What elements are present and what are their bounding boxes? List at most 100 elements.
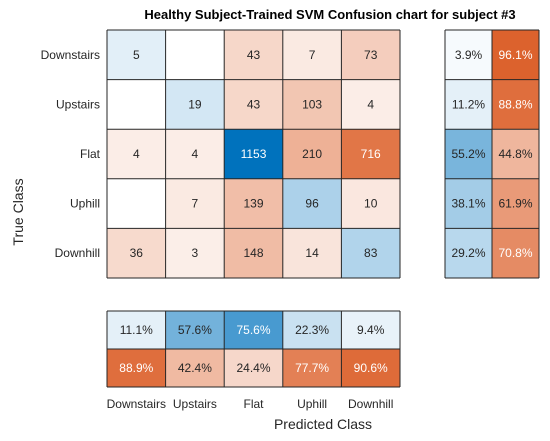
matrix-cell-value: 103 xyxy=(302,97,322,111)
matrix-cell xyxy=(282,79,342,130)
row-label: Downhill xyxy=(55,246,100,260)
row-summary-cell xyxy=(492,129,539,179)
matrix-cell-value: 3 xyxy=(192,246,199,260)
matrix-cell-value: 14 xyxy=(305,246,319,260)
column-summary-cell xyxy=(224,349,283,387)
matrix-cell xyxy=(341,178,400,229)
matrix-cell-value: 73 xyxy=(364,48,378,62)
row-label: Uphill xyxy=(70,197,100,211)
column-summary-value: 42.4% xyxy=(178,361,212,375)
row-summary-cell xyxy=(445,30,492,80)
x-axis-label: Predicted Class xyxy=(274,416,372,432)
matrix-cell-value: 43 xyxy=(247,97,261,111)
row-summary-cell xyxy=(445,129,492,179)
matrix-cell xyxy=(107,228,166,278)
matrix-cell xyxy=(165,228,225,278)
row-label: Upstairs xyxy=(56,97,100,111)
column-summary-cell xyxy=(341,349,400,387)
row-label: Flat xyxy=(80,147,101,161)
column-label: Upstairs xyxy=(173,397,217,411)
matrix-cell-value: 148 xyxy=(243,246,263,260)
matrix-cell xyxy=(341,30,400,80)
row-summary-value: 11.2% xyxy=(452,97,485,111)
row-summary-cell xyxy=(492,30,539,80)
row-summary-value: 38.1% xyxy=(451,197,485,211)
matrix-cell-value: 36 xyxy=(130,246,144,260)
column-summary: 11.1% 57.6% 75.6% 22.3% 9.4% 88.9% 42.4% 24.4% 7… xyxy=(106,310,401,388)
matrix-cell-value: 4 xyxy=(192,147,199,161)
matrix-cell-value: 7 xyxy=(192,197,199,211)
true-class-labels: Downstairs Upstairs Flat Uphill Downhill xyxy=(41,48,101,260)
matrix-cell xyxy=(282,129,342,179)
matrix-cell xyxy=(224,129,283,179)
matrix-cell xyxy=(224,30,283,80)
column-summary-cell xyxy=(341,311,400,349)
row-summary-cell xyxy=(492,178,539,229)
row-summary-value: 88.8% xyxy=(498,97,532,111)
matrix-cell-value: 43 xyxy=(247,48,261,62)
matrix-cell-value: 4 xyxy=(367,97,374,111)
matrix-cell-value: 210 xyxy=(302,147,322,161)
row-summary-cell xyxy=(492,228,539,278)
row-summary-value: 96.1% xyxy=(498,48,532,62)
row-summary-cell xyxy=(492,79,539,130)
column-label: Flat xyxy=(243,397,264,411)
row-summary-cell xyxy=(445,178,492,229)
row-summary-value: 29.2% xyxy=(451,246,485,260)
row-summary-value: 70.8% xyxy=(498,246,532,260)
matrix-cell xyxy=(282,178,342,229)
column-summary-value: 90.6% xyxy=(354,361,388,375)
column-summary-value: 11.1% xyxy=(120,323,153,337)
matrix-cell xyxy=(107,178,166,229)
row-summary-value: 3.9% xyxy=(455,48,483,62)
column-summary-cell xyxy=(165,349,225,387)
matrix-cell xyxy=(282,228,342,278)
column-summary-cell xyxy=(282,311,342,349)
matrix-cell xyxy=(341,79,400,130)
predicted-class-labels: Downstairs Upstairs Flat Uphill Downhill xyxy=(107,397,394,411)
matrix-cell xyxy=(165,178,225,229)
column-summary-cell xyxy=(107,349,166,387)
matrix-cell xyxy=(341,129,400,179)
matrix-cell-value: 19 xyxy=(188,97,202,111)
row-summary-value: 55.2% xyxy=(451,147,485,161)
matrix-cell xyxy=(165,30,225,80)
column-summary-value: 88.9% xyxy=(119,361,153,375)
matrix-cell-value: 4 xyxy=(133,147,140,161)
column-summary-cell xyxy=(107,311,166,349)
row-label: Downstairs xyxy=(41,48,100,62)
matrix-cell xyxy=(107,30,166,80)
column-summary-cell xyxy=(224,311,283,349)
matrix-cell xyxy=(341,228,400,278)
row-summary-cell xyxy=(445,228,492,278)
column-summary-value: 22.3% xyxy=(295,323,329,337)
matrix-cell xyxy=(224,79,283,130)
column-summary-cell xyxy=(165,311,225,349)
matrix-cell xyxy=(107,129,166,179)
matrix-cell-value: 10 xyxy=(364,197,378,211)
row-summary-value: 61.9% xyxy=(498,197,532,211)
matrix-cell xyxy=(224,178,283,229)
matrix-cell-value: 716 xyxy=(361,147,381,161)
matrix-cell xyxy=(165,129,225,179)
matrix-cell-value: 7 xyxy=(309,48,316,62)
matrix-cell xyxy=(282,30,342,80)
matrix-cell xyxy=(165,79,225,130)
column-label: Downhill xyxy=(348,397,393,411)
column-label: Uphill xyxy=(297,397,327,411)
column-summary-value: 57.6% xyxy=(178,323,212,337)
matrix-cell-value: 96 xyxy=(305,197,319,211)
matrix-cell xyxy=(224,228,283,278)
matrix-cell-value: 83 xyxy=(364,246,378,260)
row-summary: 3.9% 11.2% 55.2% 38.1% 29.2% 96.1% 88.8% 44.8% 6… xyxy=(444,29,540,279)
row-summary-cell xyxy=(445,79,492,130)
column-label: Downstairs xyxy=(107,397,166,411)
matrix-cell-value: 139 xyxy=(243,197,263,211)
column-summary-value: 77.7% xyxy=(295,361,329,375)
column-summary-value: 9.4% xyxy=(357,323,385,337)
chart-title: Healthy Subject-Trained SVM Confusion ch… xyxy=(144,7,515,22)
matrix-cell xyxy=(107,79,166,130)
column-summary-cell xyxy=(282,349,342,387)
